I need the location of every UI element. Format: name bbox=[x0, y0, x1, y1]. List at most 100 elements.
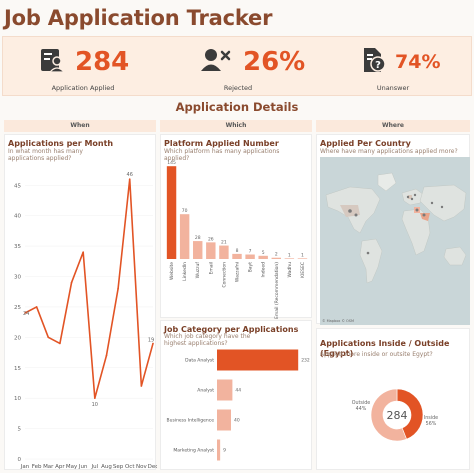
panel-subtitle: Applied more inside or outsite Egypt? bbox=[320, 351, 433, 358]
bar-value-label: 7 bbox=[249, 249, 252, 255]
panel-subtitle: In what month has many applications appl… bbox=[8, 148, 83, 162]
id-card-icon bbox=[39, 47, 66, 77]
kpi-label: Application Applied bbox=[51, 84, 115, 92]
data-point bbox=[152, 342, 154, 345]
panel-inout: Applications Inside / Outside (Egypt) Ap… bbox=[316, 328, 470, 470]
kpi-value: 284 bbox=[75, 47, 130, 77]
x-tick-label: Apr bbox=[55, 464, 65, 470]
bar bbox=[206, 242, 216, 259]
kpi-band: 284 Application Applied 26% Rejected bbox=[2, 36, 472, 96]
x-tick-label: Aug bbox=[101, 464, 112, 470]
x-tick-label: Oct bbox=[125, 464, 135, 470]
kpi-value: 26% bbox=[243, 47, 306, 77]
bar bbox=[217, 379, 233, 401]
section-title: Application Details bbox=[175, 100, 299, 114]
bar-value-label: 28 bbox=[195, 235, 201, 241]
map-attribution: © Mapbox © OSM bbox=[322, 319, 354, 323]
bar bbox=[271, 257, 281, 259]
y-tick-label: 25 bbox=[14, 305, 21, 311]
y-tick-label: 30 bbox=[14, 275, 21, 281]
x-tick-label: May bbox=[66, 464, 78, 470]
bar-value-label: 232 bbox=[301, 358, 310, 364]
x-tick-label: Nov bbox=[136, 464, 147, 470]
bar bbox=[179, 214, 190, 259]
bar-value-label: 8 bbox=[236, 248, 239, 254]
y-tick-label: Business Intelligence bbox=[167, 418, 215, 424]
x-tick-label: LinkedIn bbox=[182, 262, 188, 281]
bar-value-label: 44 bbox=[235, 388, 241, 394]
data-label: 19 bbox=[148, 337, 154, 343]
panel-title: Platform Applied Number bbox=[164, 139, 279, 148]
kpi-applied: 284 Application Applied bbox=[3, 39, 159, 95]
panel-title: Applied Per Country bbox=[320, 139, 411, 148]
bar-value-label: 9 bbox=[223, 448, 226, 454]
bar-value-label: 40 bbox=[234, 418, 240, 424]
y-tick-label: 15 bbox=[14, 366, 21, 372]
kpi-unanswer: ? 74% Unanswer bbox=[315, 39, 473, 95]
x-tick-label: Email (Recommendation) bbox=[274, 262, 280, 319]
x-tick-label: Bayt bbox=[248, 262, 254, 273]
kpi-value: 74% bbox=[395, 51, 441, 73]
panel-subtitle: Which job category have the highest appl… bbox=[164, 333, 251, 347]
donut-center-value: 284 bbox=[387, 409, 408, 422]
x-tick-label: Jun bbox=[78, 464, 88, 470]
data-point bbox=[24, 312, 26, 314]
bar bbox=[166, 166, 177, 259]
y-tick-label: 45 bbox=[14, 183, 21, 189]
kpi-label: Unanswer bbox=[376, 84, 410, 92]
x-tick-label: Dec bbox=[148, 464, 157, 470]
data-point bbox=[105, 354, 108, 357]
bar bbox=[232, 253, 242, 259]
x-tick-label: Feb bbox=[32, 464, 42, 470]
bar-value-label: 1 bbox=[288, 252, 291, 258]
data-point bbox=[70, 281, 73, 284]
x-tick-label: KIESEC bbox=[300, 262, 306, 278]
y-tick-label: 0 bbox=[18, 457, 22, 463]
bar-value-label: 5 bbox=[262, 250, 265, 256]
bar-value-label: 1 bbox=[301, 252, 304, 258]
bar-value-label: 70 bbox=[182, 208, 188, 214]
slice-label: 56% bbox=[426, 421, 437, 427]
slice-label: 44% bbox=[356, 406, 367, 412]
x-tick-label: Indeed bbox=[261, 262, 267, 278]
file-question-icon: ? bbox=[361, 47, 387, 77]
y-tick-label: 10 bbox=[14, 396, 21, 402]
data-point bbox=[117, 287, 119, 290]
data-point bbox=[35, 306, 38, 308]
col-head-which: Which bbox=[160, 120, 312, 132]
kpi-rejected: 26% Rejected bbox=[159, 39, 315, 95]
x-tick-label: Mar bbox=[43, 464, 54, 470]
data-point bbox=[82, 251, 84, 253]
x-tick-label: Jul bbox=[90, 464, 98, 470]
bar bbox=[245, 254, 255, 259]
y-tick-label: Marketing Analyst bbox=[173, 448, 214, 454]
panel-country: Applied Per Country Where have many appl… bbox=[316, 134, 470, 325]
y-tick-label: 20 bbox=[14, 335, 21, 341]
data-point bbox=[128, 178, 131, 180]
page-title: Job Application Tracker bbox=[4, 6, 273, 30]
world-map[interactable]: © Mapbox © OSM bbox=[320, 157, 470, 325]
data-label: 24 bbox=[23, 311, 29, 317]
x-tick-label: Wazzafni bbox=[235, 262, 241, 282]
series-line bbox=[24, 178, 154, 399]
category-bar-chart: Data Analyst 232 Analyst 44 Business Intelli… bbox=[167, 349, 310, 461]
kpi-label: Rejected bbox=[223, 84, 253, 92]
x-tick-label: Website bbox=[169, 262, 175, 280]
panel-platform: Platform Applied Number Which platform h… bbox=[160, 134, 312, 319]
pie-slice bbox=[370, 388, 407, 442]
svg-text:?: ? bbox=[375, 60, 381, 71]
bar bbox=[297, 258, 308, 259]
panel-title: Applications per Month bbox=[8, 139, 114, 148]
y-tick-label: Analyst bbox=[197, 388, 214, 394]
x-tick-label: Connection bbox=[221, 262, 227, 288]
data-point bbox=[140, 385, 143, 387]
donut-hole bbox=[383, 401, 411, 429]
data-point bbox=[94, 397, 96, 399]
y-tick-label: 40 bbox=[14, 214, 21, 220]
slice-label: Outside bbox=[352, 400, 371, 406]
slice-label: Inside bbox=[424, 415, 438, 421]
x-tick-label: Wuzzuf bbox=[195, 262, 201, 279]
x-tick-label: Jan bbox=[20, 464, 30, 470]
data-label: 10 bbox=[92, 402, 98, 408]
bar-value-label: 21 bbox=[221, 240, 227, 246]
